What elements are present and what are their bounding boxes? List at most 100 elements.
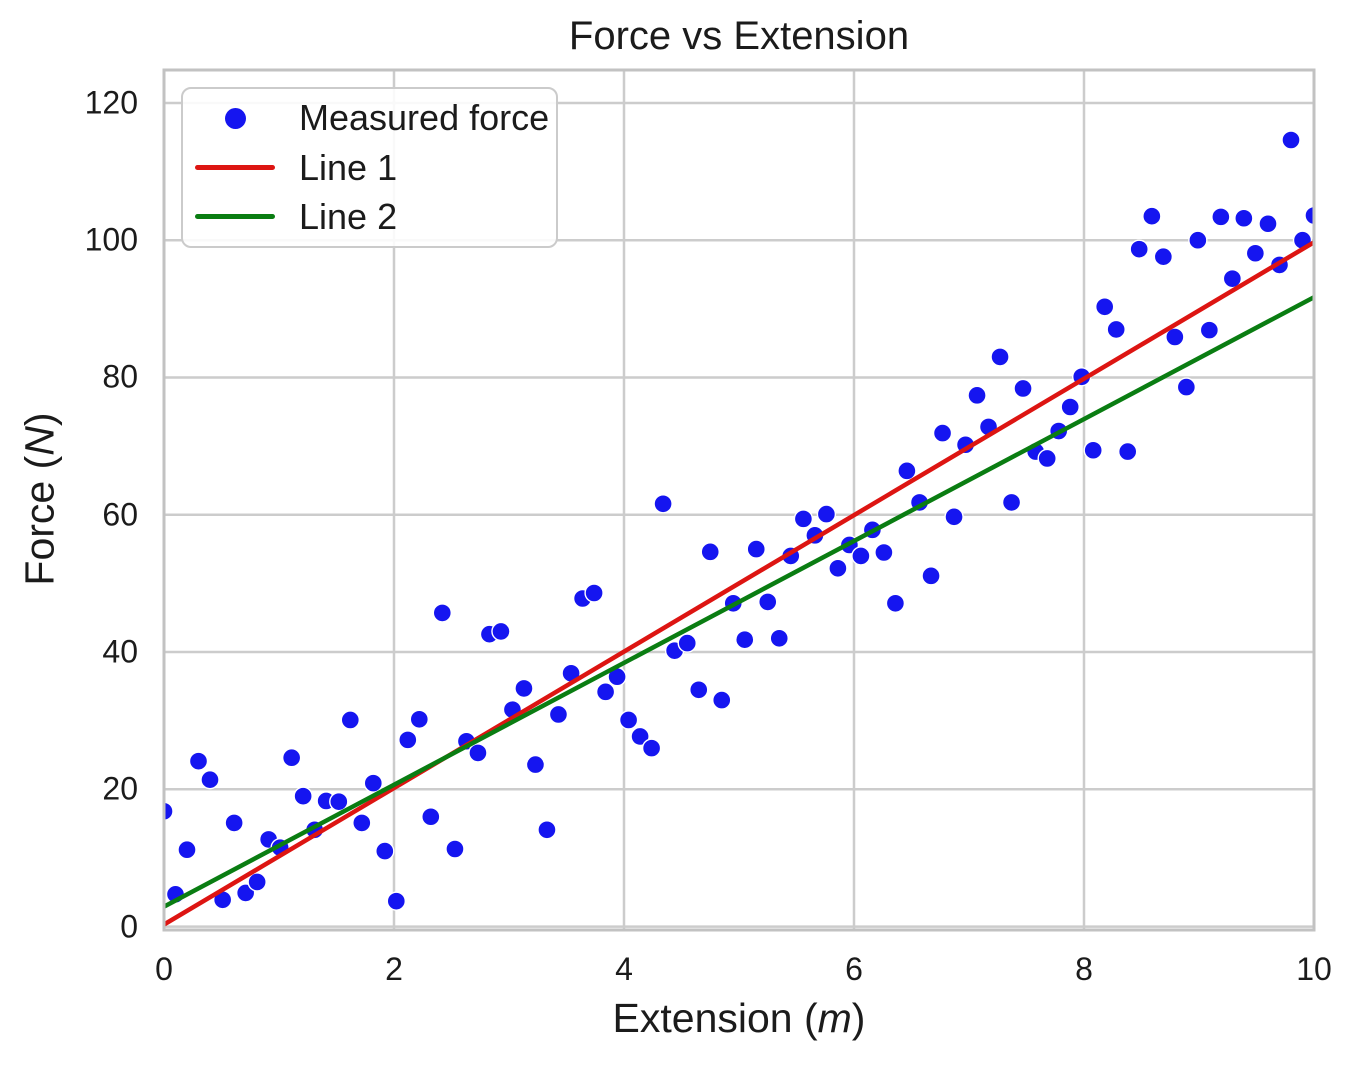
data-point [164,801,174,821]
legend-label: Line 1 [299,146,398,188]
data-point [1211,207,1231,227]
x-axis-label-text: Extension ( [612,995,818,1041]
data-point [177,839,197,860]
data-point [409,709,429,729]
data-point [1001,492,1022,513]
data-point [1222,268,1243,289]
x-axis-label-close: ) [851,995,866,1041]
legend-swatch [195,165,275,170]
data-point [851,546,871,566]
data-point [885,593,906,613]
line2-swatch-icon [195,214,275,220]
data-point [548,704,569,725]
data-point [1245,243,1266,263]
data-point [1153,246,1174,267]
data-point [1037,448,1057,469]
data-point [1281,130,1301,150]
data-point [932,423,953,443]
legend-swatch [195,214,275,220]
legend-label: Measured force [299,97,550,139]
data-point [432,603,452,623]
scatter-series [164,130,1314,911]
y-tick-label: 60 [102,496,138,533]
x-tick-label: 8 [1075,951,1093,987]
y-tick-label: 120 [84,84,138,121]
data-point [584,583,604,603]
fit-line-1 [164,240,1314,927]
data-point [468,743,488,763]
x-tick-label: 10 [1296,951,1332,987]
legend-swatch [195,107,275,129]
data-point [828,558,848,578]
data-point [1234,208,1254,228]
data-point [200,769,220,790]
data-point [247,872,267,892]
data-point [525,754,546,775]
data-point [874,542,894,563]
data-point [421,807,441,827]
legend: Measured force Line 1 Line 2 [181,87,558,248]
data-point [329,791,349,812]
data-point [375,841,395,861]
x-axis-label: Extension (m) [164,995,1314,1041]
data-point [445,839,465,859]
data-point [677,633,697,653]
data-point [990,347,1010,367]
data-point [363,773,383,793]
chart-title: Force vs Extension [568,14,910,58]
data-point [921,566,941,586]
data-point [386,891,406,911]
x-tick-label: 2 [385,951,403,987]
x-tick-label: 4 [615,951,633,987]
data-point [1106,319,1126,340]
data-point [1199,320,1220,340]
data-point [769,628,789,649]
axes-spines [162,68,1316,932]
data-point [758,592,778,612]
fit-line-2 [164,294,1314,909]
legend-item-line-2: Line 2 [183,193,556,241]
data-point [1258,214,1278,234]
legend-item-line-1: Line 1 [183,144,556,192]
data-point [1013,378,1033,399]
data-point [967,385,987,406]
data-point [595,682,616,702]
y-tick-label: 80 [102,358,138,395]
data-point [1188,230,1208,250]
data-point [689,680,709,700]
legend-label: Line 2 [299,195,398,237]
y-tick-label: 40 [102,633,138,670]
data-point [793,509,814,529]
data-point [700,542,720,562]
x-axis-unit: m [817,995,852,1041]
data-point [491,621,511,642]
data-point [514,678,534,699]
data-point [188,751,209,771]
data-point [944,507,964,527]
y-tick-label: 0 [120,907,138,944]
data-point [281,748,302,768]
scatter-marker-icon [224,107,246,129]
legend-item-measured-force: Measured force [183,94,556,142]
y-tick-label: 100 [84,221,138,258]
x-tick-label: 0 [155,951,173,987]
x-tick-label: 6 [845,951,863,987]
data-point [630,726,650,747]
y-axis-label-close: ) [16,412,63,427]
data-point [1117,441,1138,462]
data-point [398,730,418,750]
data-point [816,504,837,524]
y-axis-unit: N [16,426,63,456]
data-point [224,813,244,833]
data-point [618,710,639,730]
data-point [712,690,732,710]
data-point [293,786,313,806]
data-point [1176,377,1197,397]
data-point [897,461,917,481]
data-point [1165,327,1185,347]
data-point [1060,397,1080,417]
data-point [352,813,372,833]
data-point [1142,206,1162,226]
line1-swatch-icon [195,165,275,170]
